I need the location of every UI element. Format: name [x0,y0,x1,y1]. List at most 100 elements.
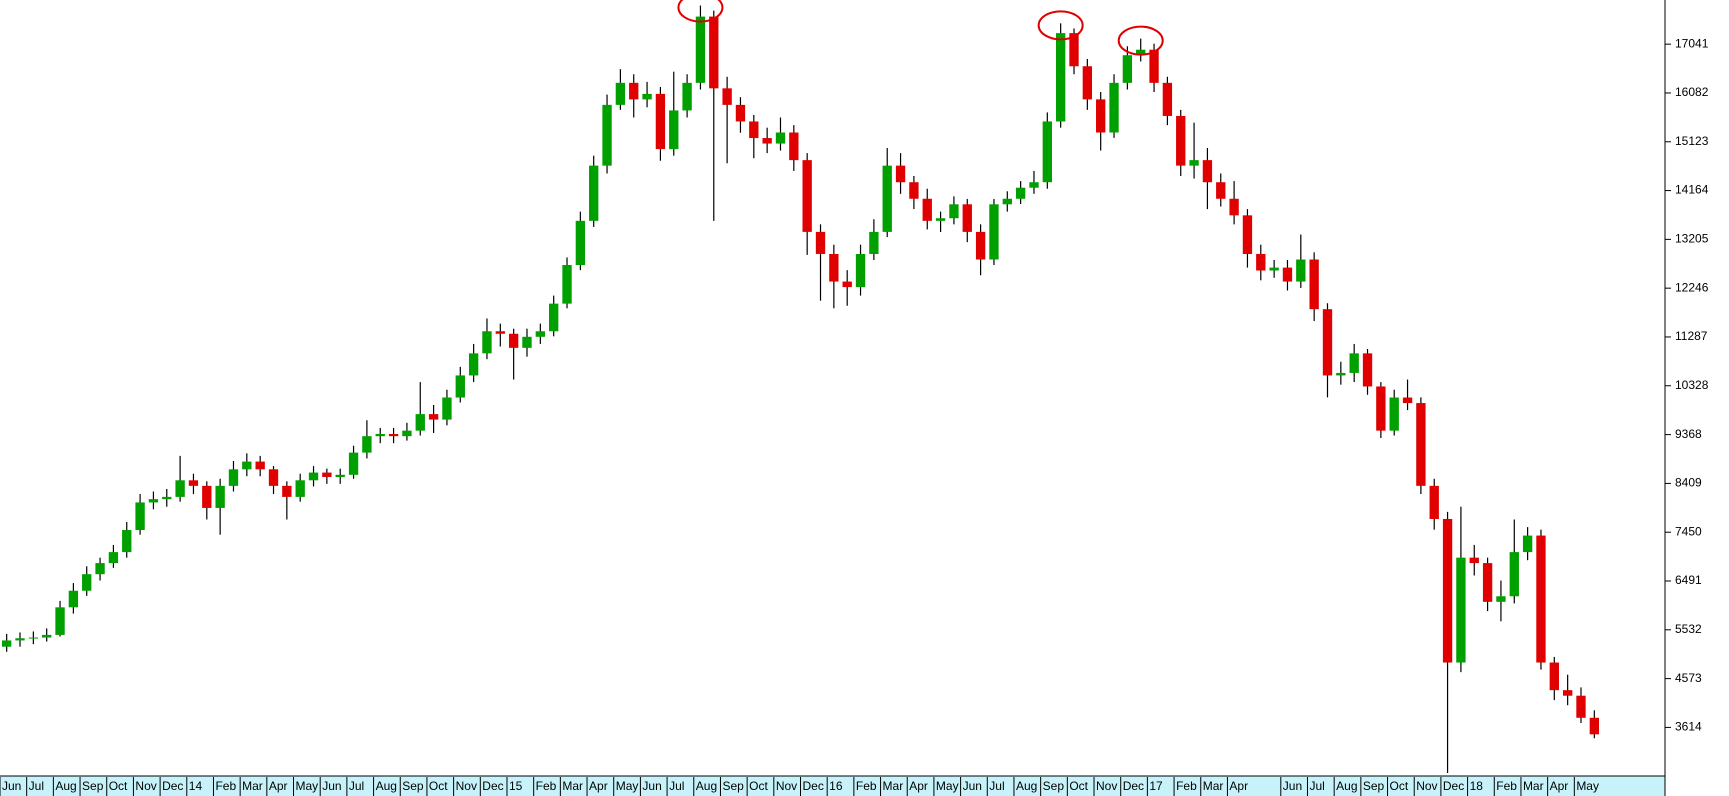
candle-body [1136,49,1146,56]
x-tick-label: Dec [803,779,824,793]
candle-body [215,485,225,508]
candle-body [1482,563,1493,602]
candle-body [348,452,359,475]
candle-body [655,93,666,150]
candle-body [468,353,479,376]
x-tick-label: Nov [776,779,797,793]
x-tick-label: Jul [989,779,1004,793]
x-tick-label: Aug [55,779,76,793]
candle-body [42,634,52,638]
x-tick-label: Apr [1229,779,1248,793]
candle-body [1309,259,1319,310]
x-tick-label: Feb [215,779,236,793]
candle-body [975,231,986,260]
x-tick-label: Jul [349,779,364,793]
candle-body [1096,99,1106,133]
candle-body [815,231,826,254]
candle-body [1109,82,1119,133]
candle-body [949,204,959,219]
candle-body [1376,386,1386,431]
candle-body [122,530,132,553]
candle-body [1296,259,1306,282]
x-tick-label: Oct [1390,779,1409,793]
x-tick-label: Apr [1550,779,1569,793]
candle-body [495,331,505,334]
candle-body [362,436,372,453]
candle-body [1202,160,1213,183]
candle-body [1429,485,1439,519]
x-tick-label: 14 [189,779,203,793]
x-tick-label: Jun [2,779,21,793]
candle-body [802,160,812,232]
candle-body [1282,267,1293,282]
candle-body [642,93,652,100]
candle-body [322,472,332,477]
candle-body [268,469,279,486]
x-tick-label: Feb [1176,779,1197,793]
candle-body [1589,717,1599,735]
candle-body [15,638,25,641]
candle-body [1242,215,1253,254]
x-tick-label: Jun [963,779,982,793]
candle-body [1496,596,1506,602]
candle-body [1216,182,1226,199]
candle-body [415,414,425,431]
x-tick-label: Jun [1283,779,1302,793]
candle-body [629,82,639,100]
candle-body [589,165,599,221]
x-tick-label: Sep [722,779,744,793]
candle-body [1002,198,1012,205]
candle-body [188,480,199,486]
candle-body [1536,535,1546,663]
y-tick-label: 12246 [1675,280,1709,294]
x-tick-label: Oct [1069,779,1088,793]
candle-body [55,607,65,635]
candle-body [1562,690,1573,696]
x-tick-label: May [296,779,319,793]
candle-body [695,16,706,83]
candle-body [789,132,799,161]
candle-body [455,375,465,398]
candle-body [308,472,319,481]
x-tick-label: Jul [669,779,684,793]
candle-body [1229,198,1239,216]
candle-body [829,253,839,282]
candle-body [575,220,586,266]
candle-body [1402,397,1413,404]
x-tick-label: Dec [482,779,503,793]
y-tick-label: 11287 [1675,329,1708,343]
x-tick-label: Nov [1416,779,1437,793]
candle-body [402,430,412,437]
candle-body [135,502,145,531]
candle-body [1256,253,1266,271]
x-tick-label: Jun [322,779,341,793]
x-tick-label: Sep [402,779,424,793]
candle-body [775,132,786,144]
candle-body [722,88,732,105]
candle-body [175,480,185,497]
candle-body [842,281,852,288]
x-tick-label: 18 [1470,779,1484,793]
candle-body [282,485,292,497]
candle-body [202,485,212,508]
y-tick-label: 13205 [1675,232,1709,246]
highlight-circle [1037,10,1084,41]
candle-body [909,182,919,199]
candle-body [442,397,452,420]
candle-body [95,563,105,575]
x-tick-label: Dec [1443,779,1464,793]
candle-body [1029,182,1039,188]
x-tick-label: Sep [82,779,104,793]
x-tick-label: Aug [376,779,397,793]
candle-body [482,331,492,354]
candle-body [749,121,759,139]
candle-body [869,231,879,254]
x-tick-label: 17 [1149,779,1163,793]
candle-body [82,574,92,591]
x-tick-label: Dec [1123,779,1144,793]
candle-body [615,82,626,105]
candle-body [1189,160,1199,166]
candle-body [535,331,546,337]
candle-body [709,16,719,89]
